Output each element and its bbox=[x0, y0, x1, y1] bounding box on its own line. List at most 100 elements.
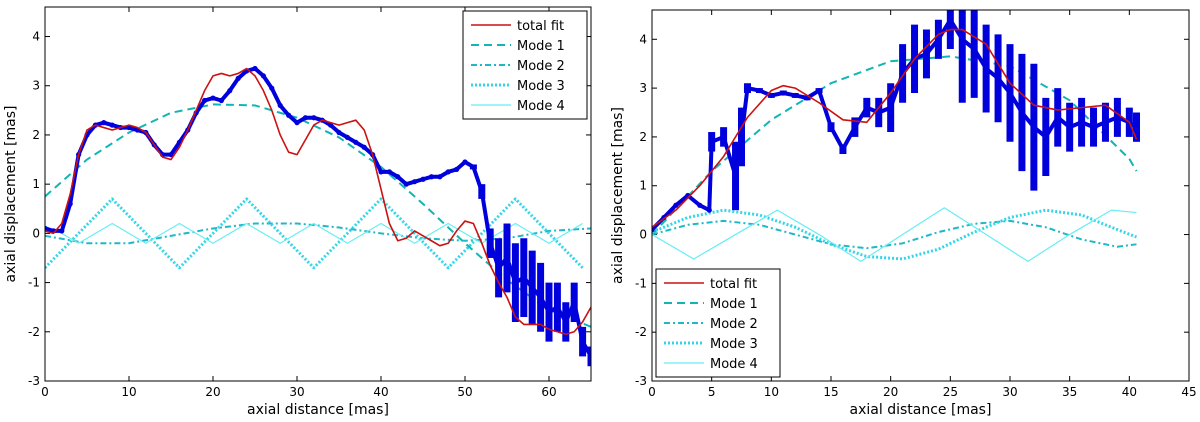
data-point bbox=[697, 202, 703, 208]
data-point bbox=[479, 188, 485, 195]
y-tick-label: 0 bbox=[32, 226, 40, 240]
data-point bbox=[1043, 134, 1049, 140]
data-point bbox=[538, 294, 544, 300]
data-point bbox=[59, 228, 65, 234]
data-point bbox=[252, 65, 258, 72]
data-point bbox=[218, 97, 224, 104]
legend: total fit Mode 1 Mode 2 Mode 3 Mode 4 bbox=[462, 10, 588, 120]
y-tick-label: 1 bbox=[639, 179, 647, 193]
y-tick-label: 3 bbox=[639, 81, 647, 95]
y-tick-label: 4 bbox=[32, 30, 40, 44]
data-point bbox=[580, 339, 586, 345]
data-point bbox=[260, 73, 266, 79]
x-tick-label: 0 bbox=[41, 385, 49, 399]
data-point bbox=[721, 134, 727, 140]
x-tick-label: 60 bbox=[541, 385, 556, 399]
legend-label-mode-4: Mode 4 bbox=[517, 99, 565, 114]
data-point bbox=[361, 144, 367, 150]
legend-box bbox=[462, 10, 588, 120]
data-point bbox=[412, 179, 418, 185]
data-point bbox=[780, 90, 786, 96]
plot-frame bbox=[44, 6, 592, 382]
data-point bbox=[546, 309, 552, 315]
data-point bbox=[235, 75, 241, 81]
data-series-line bbox=[652, 17, 1138, 232]
y-tick-label: -2 bbox=[28, 325, 40, 339]
mode-2-line bbox=[652, 219, 1137, 250]
y-tick-label: -1 bbox=[635, 276, 647, 290]
data-point bbox=[109, 122, 115, 128]
data-point bbox=[709, 139, 715, 145]
data-point bbox=[1019, 109, 1025, 116]
data-point bbox=[227, 88, 233, 94]
data-point bbox=[45, 225, 48, 232]
legend-box bbox=[655, 268, 781, 378]
legend-label-mode-1: Mode 1 bbox=[517, 39, 565, 54]
data-point bbox=[732, 173, 739, 179]
y-tick-label: -2 bbox=[635, 325, 647, 339]
data-point bbox=[202, 97, 208, 104]
data-point bbox=[571, 299, 577, 305]
x-tick-label: 5 bbox=[708, 385, 716, 399]
data-point bbox=[756, 87, 763, 94]
data-point bbox=[828, 124, 834, 130]
data-point bbox=[428, 174, 434, 180]
data-point bbox=[336, 129, 342, 136]
data-point bbox=[437, 174, 443, 180]
data-point bbox=[864, 105, 870, 111]
plot-frame bbox=[651, 9, 1190, 382]
x-tick-label: 20 bbox=[205, 385, 220, 399]
data-point bbox=[816, 87, 822, 94]
data-point bbox=[588, 353, 591, 359]
x-tick-label: 30 bbox=[289, 385, 304, 399]
data-point bbox=[673, 202, 679, 208]
data-point bbox=[344, 134, 350, 141]
data-point bbox=[935, 36, 942, 42]
x-tick-label: 45 bbox=[1181, 385, 1196, 399]
mode-3-line bbox=[45, 197, 584, 270]
x-tick-label: 30 bbox=[1002, 385, 1017, 399]
legend-label-total-fit: total fit bbox=[710, 277, 757, 292]
mode-3-line bbox=[652, 208, 1138, 261]
data-point bbox=[286, 112, 292, 118]
data-point bbox=[971, 46, 977, 52]
data-point bbox=[1079, 119, 1085, 125]
data-point bbox=[395, 174, 401, 180]
chart-1: 0 10 20 30 40 50 60 -3 -2 -1 0 1 2 3 4 axial distance [… bbox=[3, 6, 592, 418]
data-point bbox=[959, 36, 965, 42]
data-point bbox=[67, 201, 73, 207]
y-tick-label: -3 bbox=[635, 374, 647, 388]
data-point bbox=[445, 169, 451, 175]
data-point bbox=[302, 115, 308, 121]
total-fit-line bbox=[652, 28, 1138, 228]
legend-label-mode-1: Mode 1 bbox=[710, 297, 758, 312]
x-tick-label: 25 bbox=[943, 385, 958, 399]
y-tick-label: -3 bbox=[28, 374, 40, 388]
legend-label-mode-3: Mode 3 bbox=[710, 337, 758, 352]
data-point bbox=[876, 109, 882, 116]
legend-label-mode-2: Mode 2 bbox=[517, 59, 565, 74]
data-point bbox=[277, 102, 283, 109]
data-point bbox=[1067, 124, 1073, 130]
x-axis-label: axial distance [mas] bbox=[850, 402, 992, 418]
data-point bbox=[995, 75, 1001, 81]
x-tick-label: 35 bbox=[1062, 385, 1077, 399]
y-tick-label: 0 bbox=[639, 228, 647, 242]
mode-1-line bbox=[45, 103, 591, 328]
total-fit-line bbox=[45, 67, 591, 336]
data-point bbox=[269, 85, 275, 91]
data-point bbox=[521, 275, 527, 281]
y-axis-label: axial displacement [mas] bbox=[3, 106, 19, 283]
data-point bbox=[840, 146, 846, 152]
legend-label-mode-2: Mode 2 bbox=[710, 317, 758, 332]
data-point bbox=[983, 65, 989, 72]
data-point bbox=[1114, 114, 1120, 120]
data-point bbox=[852, 124, 858, 130]
x-tick-label: 40 bbox=[1122, 385, 1137, 399]
x-tick-label: 10 bbox=[764, 385, 779, 399]
data-point bbox=[1007, 90, 1013, 96]
x-tick-label: 0 bbox=[648, 385, 656, 399]
data-point bbox=[792, 92, 798, 99]
y-tick-label: 4 bbox=[639, 32, 647, 46]
